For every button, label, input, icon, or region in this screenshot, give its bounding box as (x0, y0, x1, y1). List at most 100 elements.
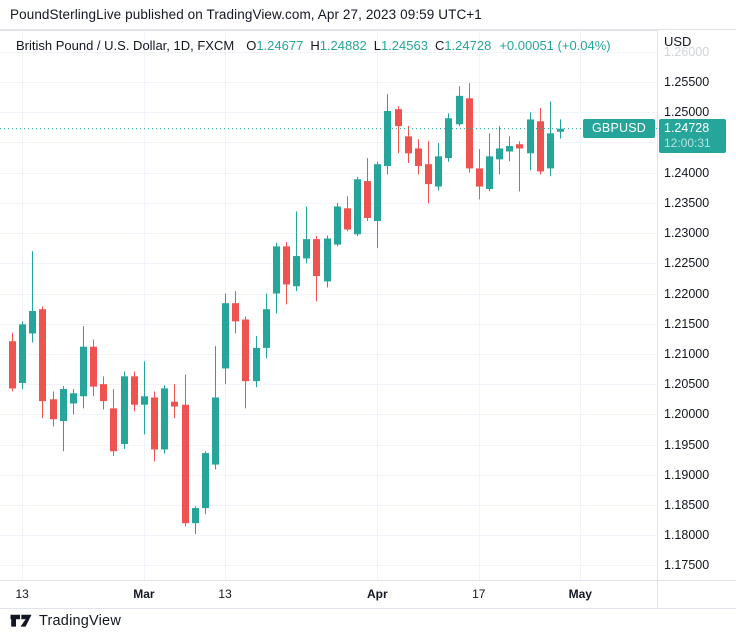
price-tick-label: 1.21500 (664, 316, 710, 331)
price-tick-label: 1.22000 (664, 286, 710, 301)
tradingview-logo-link[interactable]: TradingView (10, 612, 121, 629)
candle-body (50, 399, 57, 420)
price-tick-label: 1.20500 (664, 377, 710, 392)
candle-body (182, 404, 189, 524)
price-tick-label: 1.18000 (664, 528, 710, 543)
candle-body (80, 346, 87, 397)
candle-body (253, 347, 260, 382)
open-value: 1.24677 (256, 38, 304, 53)
price-tick-label: 1.21000 (664, 346, 710, 361)
candle-body (486, 156, 493, 189)
close-value: 1.24728 (444, 38, 492, 53)
high-value: 1.24882 (319, 38, 367, 53)
time-axis[interactable]: 13 Mar 13 Apr 17 May (0, 580, 736, 609)
candle-body (476, 168, 483, 187)
price-tick-label: 1.18500 (664, 498, 710, 513)
attribution-text: PoundSterlingLive published on TradingVi… (10, 7, 482, 22)
candle-body (303, 239, 310, 259)
candle-body (445, 118, 452, 159)
price-tick-label: 1.23500 (664, 195, 710, 210)
time-axis-label: Mar (133, 587, 155, 601)
candle-body (151, 397, 158, 450)
price-tick-label: 1.22500 (664, 256, 710, 271)
candle-body (171, 401, 178, 407)
low-label: L (373, 38, 381, 53)
candle-body (283, 246, 290, 285)
time-axis-label: 13 (218, 587, 232, 601)
candle-body (506, 146, 513, 152)
price-tick-label: 1.19500 (664, 437, 710, 452)
candle-body (39, 309, 46, 402)
close-label: C (434, 38, 445, 53)
candle-body (425, 164, 432, 185)
candle-body (242, 319, 249, 382)
high-label: H (310, 38, 320, 53)
time-axis-label: 17 (472, 587, 486, 601)
candle-body (527, 119, 534, 154)
candle-body (313, 239, 320, 276)
candle-body (90, 346, 97, 387)
price-line-symbol-label: GBPUSD (583, 119, 655, 139)
price-axis[interactable]: USD 1.26000 1.24728 12:00:31 1.25500 1.25… (657, 30, 736, 580)
candle-body (100, 384, 107, 402)
candle-body (232, 303, 239, 322)
candle-body (496, 148, 503, 160)
candle-body (29, 311, 36, 334)
candle-body (70, 393, 77, 404)
candle-body (344, 208, 351, 230)
candle-body (222, 303, 229, 369)
candle-body (161, 388, 168, 450)
tradingview-logo-icon (10, 614, 32, 627)
candle-body (60, 389, 67, 422)
candle-body (273, 246, 280, 294)
low-value: 1.24563 (380, 38, 428, 53)
candle-body (405, 136, 412, 154)
candlestick-chart-pane[interactable] (0, 30, 657, 580)
candle-body (324, 238, 331, 282)
change-value: +0.00051 (+0.04%) (499, 38, 611, 53)
candle-body (516, 144, 523, 149)
candle-body (415, 148, 422, 166)
candle-body (212, 397, 219, 465)
candle-body (557, 128, 564, 132)
price-tick-label: 1.25500 (664, 74, 710, 89)
price-tick-label: 1.19000 (664, 467, 710, 482)
candle-body (395, 109, 402, 127)
candle-body (456, 95, 463, 125)
candle-body (19, 324, 26, 383)
countdown-timer: 12:00:31 (664, 135, 711, 150)
price-tick-faded: 1.26000 (664, 44, 710, 59)
time-axis-label: 13 (15, 587, 29, 601)
candle-body (466, 98, 473, 169)
candle-body (364, 181, 371, 218)
tradingview-wordmark: TradingView (39, 612, 121, 629)
candle-body (334, 206, 341, 245)
axis-corner-divider (657, 581, 658, 608)
last-price: 1.24728 (664, 120, 710, 135)
price-tick-label: 1.20000 (664, 407, 710, 422)
time-axis-label: Apr (366, 587, 388, 601)
candle-body (354, 179, 361, 235)
time-axis-label: May (568, 587, 592, 601)
price-tick-label: 1.23000 (664, 226, 710, 241)
candle-body (537, 121, 544, 172)
candle-body (192, 508, 199, 524)
chart-legend: British Pound / U.S. Dollar, 1D, FXCM O1.… (16, 38, 611, 53)
candle-body (374, 164, 381, 221)
candle-body (131, 376, 138, 405)
open-label: O (246, 38, 257, 53)
candle-body (435, 156, 442, 187)
attribution-bar: PoundSterlingLive published on TradingVi… (0, 0, 736, 30)
candle-body (547, 133, 554, 169)
candle-body (293, 256, 300, 287)
candle-body (141, 396, 148, 405)
candle-body (9, 341, 16, 389)
candle-body (263, 309, 270, 348)
candle-body (384, 110, 391, 166)
price-tick-label: 1.24000 (664, 165, 710, 180)
last-price-badge: 1.24728 12:00:31 (659, 118, 726, 153)
price-tick-label: 1.25000 (664, 105, 710, 120)
price-tick-label: 1.17500 (664, 558, 710, 573)
candle-body (121, 376, 128, 445)
